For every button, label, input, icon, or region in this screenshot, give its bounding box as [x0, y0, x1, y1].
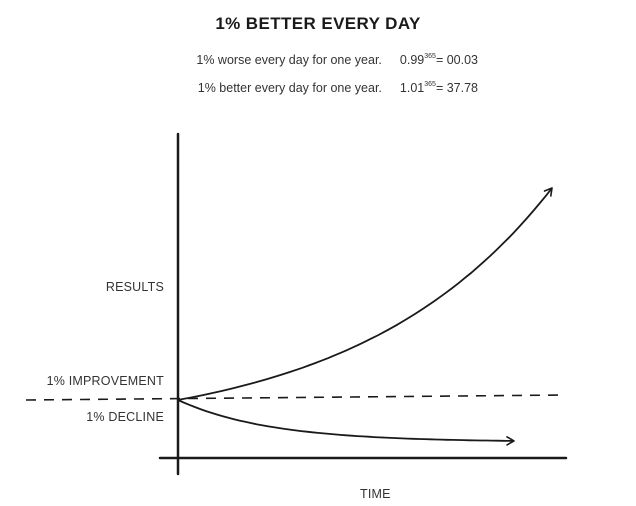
- annotation-improvement: 1% IMPROVEMENT: [46, 374, 164, 388]
- formula-better-text: 1% better every day for one year.: [197, 81, 382, 95]
- formula-worse-result: = 00.03: [435, 53, 478, 67]
- formula-worse: 1% worse every day for one year. 0.99365=…: [196, 53, 478, 67]
- improvement-curve: [177, 187, 553, 401]
- x-axis-label: TIME: [360, 487, 391, 501]
- formula-worse-exponent: 365: [424, 53, 436, 60]
- formula-worse-base: 0.99: [399, 53, 425, 67]
- annotation-decline: 1% DECLINE: [86, 410, 164, 424]
- formula-worse-text: 1% worse every day for one year.: [196, 53, 382, 67]
- chart-title: 1% BETTER EVERY DAY: [215, 14, 421, 33]
- decline-curve: [177, 399, 515, 446]
- baseline-dashed: [25, 394, 567, 401]
- formula-better-result: = 37.78: [435, 81, 478, 95]
- formula-better-base: 1.01: [399, 81, 425, 95]
- formula-better: 1% better every day for one year. 1.01365…: [198, 81, 478, 95]
- formula-better-exponent: 365: [424, 81, 436, 88]
- y-axis-label: RESULTS: [105, 280, 164, 294]
